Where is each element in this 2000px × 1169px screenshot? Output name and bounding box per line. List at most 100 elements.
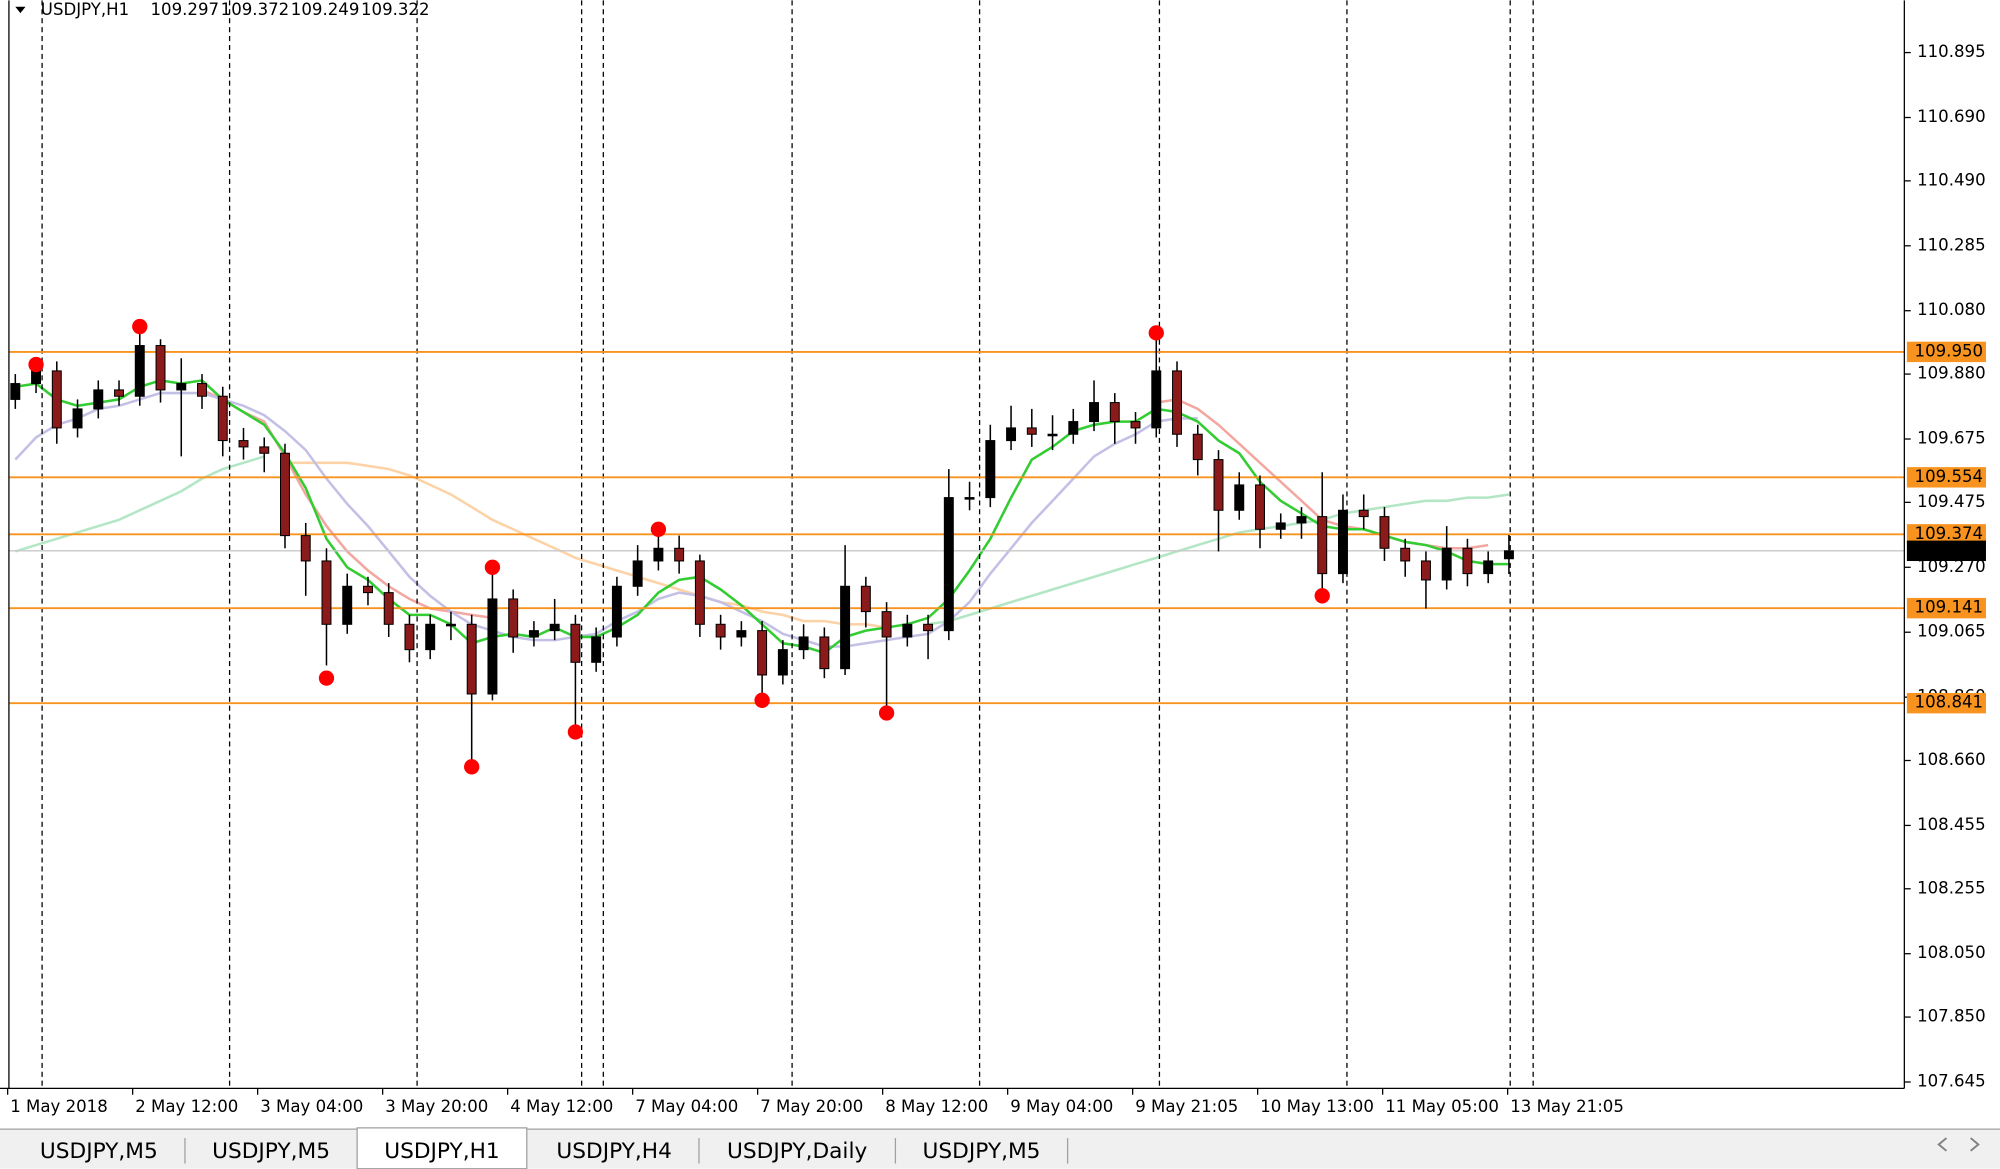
candle-body <box>736 630 747 638</box>
tab-label[interactable]: USDJPY,H1 <box>384 1139 500 1164</box>
candle-body <box>694 560 705 625</box>
level-label: 109.141 <box>1915 598 1984 617</box>
level-label: 109.374 <box>1915 524 1984 543</box>
x-tick-label: 7 May 04:00 <box>635 1097 738 1116</box>
level-label-box <box>1906 467 1986 488</box>
candle-body <box>1358 509 1369 518</box>
y-tick-label: 110.080 <box>1917 300 1986 319</box>
tab-label[interactable]: USDJPY,Daily <box>727 1139 867 1164</box>
candle-body <box>1026 427 1037 435</box>
candle-body <box>632 560 643 587</box>
tab-label[interactable]: USDJPY,M5 <box>40 1139 158 1164</box>
candle-body <box>1047 433 1058 437</box>
y-tick-label: 109.880 <box>1917 364 1986 383</box>
candle-body <box>1379 516 1390 549</box>
fractal-marker <box>878 705 895 721</box>
x-tick-label: 2 May 12:00 <box>135 1097 238 1116</box>
collapse-icon[interactable] <box>15 6 26 14</box>
candle-body <box>798 636 809 651</box>
x-tick-label: 9 May 21:05 <box>1135 1097 1238 1116</box>
scroll-left-button[interactable] <box>1937 1137 1948 1152</box>
moving-average-line <box>284 461 887 629</box>
candle-body <box>611 585 622 638</box>
candle-body <box>528 630 539 638</box>
candle-body <box>197 383 207 397</box>
candle-body <box>321 560 332 625</box>
y-tick-label: 109.065 <box>1917 622 1986 641</box>
candle-body <box>777 649 788 676</box>
candle-body <box>51 370 62 429</box>
x-tick-label: 9 May 04:00 <box>1010 1097 1113 1116</box>
candle-body <box>10 383 21 400</box>
candle-body <box>757 630 768 676</box>
candle-body <box>134 345 145 397</box>
y-tick-label: 110.895 <box>1917 42 1986 61</box>
moving-average-line <box>14 455 265 553</box>
candle-body <box>280 452 290 537</box>
header-low: 109.249 <box>291 0 360 19</box>
x-tick-label: 1 May 2018 <box>10 1097 108 1116</box>
candle-body <box>860 585 871 613</box>
candle-body <box>31 370 42 385</box>
candle-body <box>1192 433 1203 461</box>
candle-body <box>155 345 166 391</box>
x-tick-label: 8 May 12:00 <box>885 1097 988 1116</box>
y-tick-label: 107.850 <box>1917 1007 1986 1026</box>
x-tick-label: 3 May 04:00 <box>260 1097 363 1116</box>
candle-body <box>715 623 726 638</box>
scroll-right-button[interactable] <box>1970 1137 1980 1152</box>
y-tick-label: 108.660 <box>1917 750 1986 769</box>
y-tick-label: 110.490 <box>1917 170 1986 189</box>
y-tick-label: 109.675 <box>1917 429 1986 448</box>
level-label-box <box>1906 597 1986 619</box>
candle-body <box>1483 560 1494 575</box>
level-label-box <box>1906 692 1986 714</box>
tab-label[interactable]: USDJPY,M5 <box>212 1139 330 1164</box>
candle-body <box>404 623 415 651</box>
candle-body <box>819 636 830 670</box>
candle-body <box>72 408 83 429</box>
x-tick-label: 10 May 13:00 <box>1260 1097 1374 1116</box>
candle-body <box>1006 427 1017 442</box>
candle-body <box>259 446 270 454</box>
candle-body <box>425 623 436 651</box>
active-tab[interactable] <box>356 1127 528 1169</box>
candle-body <box>1109 402 1120 423</box>
candle-body <box>923 623 934 632</box>
candle-body <box>653 547 664 562</box>
level-label-box <box>1906 341 1986 363</box>
moving-average-line <box>14 391 1198 648</box>
candle-body <box>674 547 685 562</box>
fractal-marker <box>484 559 501 575</box>
tab-label[interactable]: USDJPY,M5 <box>923 1139 1041 1164</box>
candle-body <box>1275 522 1286 530</box>
candle-body <box>383 592 394 625</box>
candle-body <box>964 497 975 500</box>
fractal-marker <box>567 724 584 740</box>
candle-body <box>1172 370 1182 435</box>
y-tick-label: 109.270 <box>1917 557 1986 576</box>
tab-label[interactable]: USDJPY,H4 <box>556 1139 672 1164</box>
candle-body <box>176 383 187 391</box>
candle-body <box>1400 547 1411 562</box>
fractal-marker <box>132 318 148 335</box>
candle-body <box>300 535 311 562</box>
y-tick-label: 108.455 <box>1917 815 1986 834</box>
fractal-marker <box>1314 588 1330 604</box>
fractal-marker <box>650 521 667 537</box>
candle-body <box>93 389 104 410</box>
x-tick-label: 3 May 20:00 <box>385 1097 488 1116</box>
candle-body <box>1089 402 1100 423</box>
candle-body <box>1462 547 1473 575</box>
y-tick-label: 108.050 <box>1917 943 1986 962</box>
level-label: 109.554 <box>1915 467 1984 486</box>
candle-body <box>943 497 954 632</box>
tab-list: USDJPY,M5 USDJPY,M5 USDJPY,H1 USDJPY,H4 USDJ… <box>40 1127 1069 1169</box>
candle-body <box>1068 421 1079 435</box>
x-tick-label: 7 May 20:00 <box>760 1097 863 1116</box>
candle-body <box>881 611 892 638</box>
level-label: 109.950 <box>1915 341 1984 360</box>
candle-body <box>238 440 249 448</box>
